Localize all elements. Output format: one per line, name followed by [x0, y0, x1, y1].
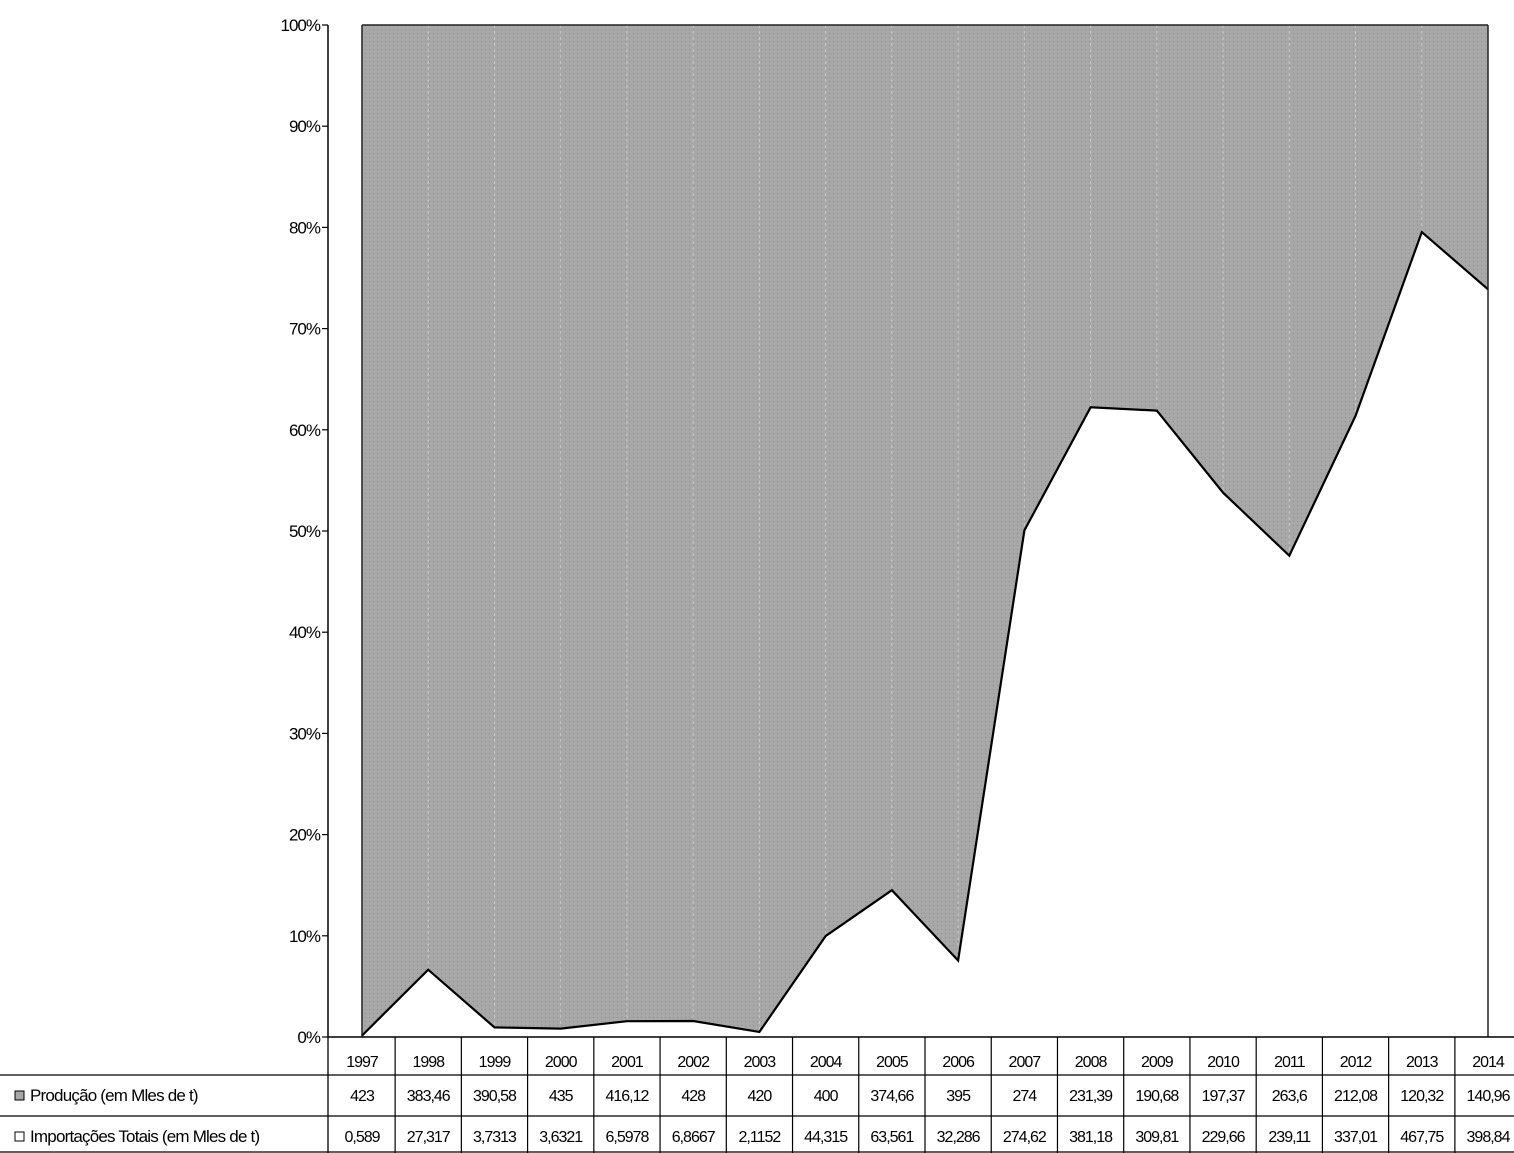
- table-cell-value: 416,12: [605, 1088, 649, 1105]
- table-cell-value: 274: [1013, 1088, 1038, 1105]
- area-importacoes: [362, 232, 1488, 1038]
- table-header-year: 2001: [611, 1054, 644, 1071]
- y-tick-label: 90%: [289, 117, 321, 136]
- table-cell-value: 381,18: [1069, 1129, 1113, 1146]
- table-header-year: 1998: [412, 1054, 445, 1071]
- table-cell-value: 395: [946, 1088, 971, 1105]
- table-cell-value: 120,32: [1400, 1088, 1444, 1105]
- table-cell-value: 423: [350, 1088, 375, 1105]
- y-tick-label: 20%: [289, 826, 321, 845]
- table-cell-value: 398,84: [1467, 1129, 1511, 1146]
- table-cell-value: 229,66: [1202, 1129, 1246, 1146]
- table-header-year: 2014: [1472, 1054, 1505, 1071]
- table-row-label: Importações Totais (em Mles de t): [30, 1127, 259, 1146]
- table-cell-value: 263,6: [1272, 1088, 1308, 1105]
- y-tick-label: 0%: [297, 1028, 320, 1047]
- table-header-year: 2005: [876, 1054, 909, 1071]
- legend-key: [14, 1131, 25, 1142]
- table-header-year: 2011: [1274, 1054, 1306, 1071]
- table-cell-value: 428: [681, 1088, 706, 1105]
- table-cell-value: 190,68: [1135, 1088, 1179, 1105]
- table-header-year: 2008: [1075, 1054, 1108, 1071]
- table-header-year: 2006: [942, 1054, 975, 1071]
- table-cell-value: 6,8667: [672, 1129, 716, 1146]
- table-cell-value: 197,37: [1202, 1088, 1246, 1105]
- table-cell-value: 390,58: [473, 1088, 517, 1105]
- table-cell-value: 212,08: [1334, 1088, 1378, 1105]
- table-cell-value: 420: [748, 1088, 773, 1105]
- table-cell-value: 274,62: [1003, 1129, 1047, 1146]
- table-cell-value: 63,561: [870, 1129, 914, 1146]
- table-cell-value: 140,96: [1467, 1088, 1511, 1105]
- table-row-label: Produção (em Mles de t): [30, 1086, 198, 1105]
- table-cell-value: 32,286: [937, 1129, 981, 1146]
- table-header-year: 1997: [346, 1054, 379, 1071]
- table-cell-value: 383,46: [407, 1088, 451, 1105]
- table-cell-value: 2,1152: [739, 1129, 782, 1146]
- y-axis: 0% 10% 20% 30% 40% 50% 60% 70% 80% 90% 100%: [281, 16, 329, 1047]
- table-cell-value: 3,6321: [539, 1129, 583, 1146]
- table-header-year: 2012: [1340, 1054, 1373, 1071]
- y-tick-label: 10%: [289, 927, 321, 946]
- table-cell-value: 337,01: [1334, 1129, 1378, 1146]
- table-cell-value: 44,315: [804, 1129, 848, 1146]
- table-cell-value: 231,39: [1069, 1088, 1113, 1105]
- y-tick-label: 50%: [289, 522, 321, 541]
- table-header-year: 2010: [1207, 1054, 1240, 1071]
- area-producao: [362, 25, 1488, 1036]
- table-cell-value: 0,589: [344, 1129, 380, 1146]
- table-header-year: 2002: [677, 1054, 710, 1071]
- y-tick-label: 100%: [281, 16, 321, 35]
- table-header-year: 2007: [1009, 1054, 1042, 1071]
- table-cell-value: 6,5978: [605, 1129, 649, 1146]
- legend-key: [14, 1090, 25, 1101]
- table-header-year: 2009: [1141, 1054, 1174, 1071]
- table-header-year: 2004: [810, 1054, 843, 1071]
- table-cell-value: 27,317: [407, 1129, 451, 1146]
- y-tick-label: 30%: [289, 724, 321, 743]
- table-header-year: 2003: [744, 1054, 777, 1071]
- table-cell-value: 435: [549, 1088, 574, 1105]
- table-cell-value: 239,11: [1268, 1129, 1311, 1146]
- y-tick-label: 80%: [289, 218, 321, 237]
- series-boundary-line: [361, 230, 1489, 1037]
- plot-area: [361, 24, 1489, 1038]
- y-tick-label: 40%: [289, 623, 321, 642]
- table-cell-value: 309,81: [1135, 1129, 1179, 1146]
- table-cell-value: 3,7313: [473, 1129, 517, 1146]
- table-header-year: 2000: [545, 1054, 578, 1071]
- y-tick-label: 60%: [289, 421, 321, 440]
- data-table: 1997 1998 1999 2000 2001 2002 2003 2004 2005 2006…: [0, 1036, 1514, 1153]
- table-cell-value: 374,66: [870, 1088, 914, 1105]
- table-cell-value: 400: [814, 1088, 839, 1105]
- table-cell-value: 467,75: [1400, 1129, 1444, 1146]
- table-header-year: 2013: [1406, 1054, 1439, 1071]
- y-tick-label: 70%: [289, 320, 321, 339]
- table-header-year: 1999: [479, 1054, 512, 1071]
